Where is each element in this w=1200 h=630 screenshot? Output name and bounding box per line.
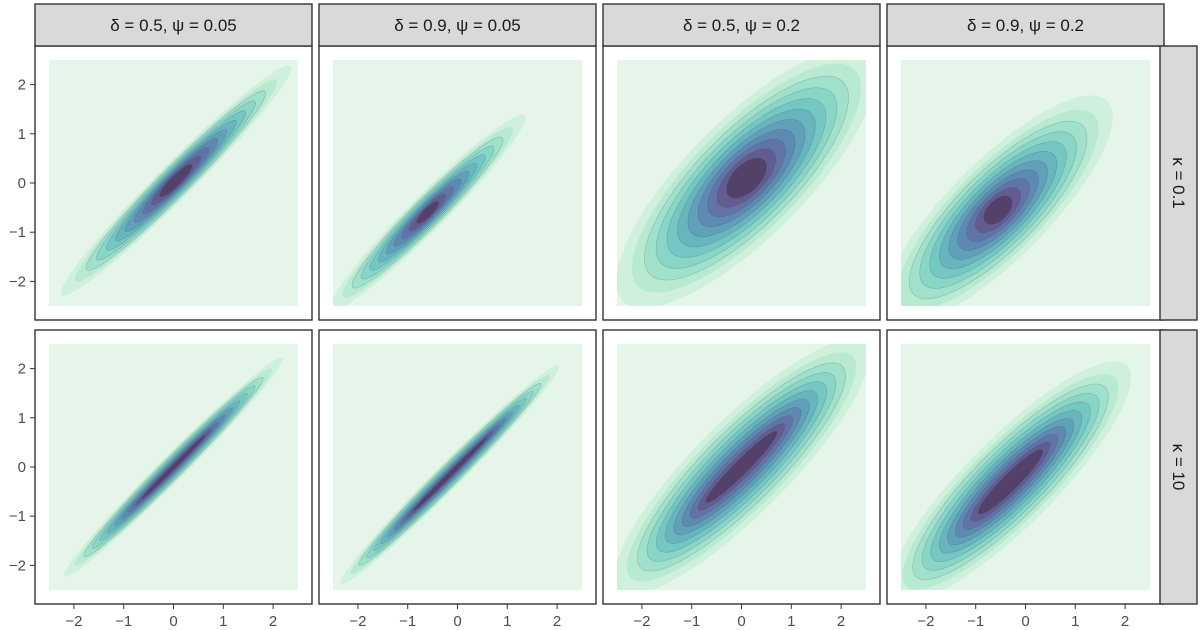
x-tick-label: 2 bbox=[837, 613, 845, 630]
axes-layer: −2 −1 0 1 2 −2 −1 0 1 2 −2 −1 0 1 2 −2 −1 0 1 2 −2 −1 0 1 2 −2 −1 0… bbox=[9, 77, 1129, 630]
y-tick-label: 2 bbox=[18, 77, 26, 94]
x-tick-label: 1 bbox=[787, 613, 795, 630]
x-tick-label: 1 bbox=[1071, 613, 1079, 630]
x-tick-label: −1 bbox=[399, 613, 416, 630]
x-tick-label: −1 bbox=[115, 613, 132, 630]
col-strip-0: δ = 0.5, ψ = 0.05 bbox=[34, 3, 313, 47]
row-strip-1: κ = 10 bbox=[1159, 329, 1198, 605]
facet-panel-r1-c0 bbox=[34, 329, 313, 605]
y-tick-label: 1 bbox=[18, 410, 26, 427]
y-tick-label: −2 bbox=[9, 273, 26, 290]
y-tick-label: 2 bbox=[18, 361, 26, 378]
contour-level-10 bbox=[983, 195, 1013, 225]
contour-bands bbox=[617, 344, 866, 590]
facet-panel-r1-c3 bbox=[886, 329, 1165, 605]
x-tick-label: 1 bbox=[503, 613, 511, 630]
strip-background bbox=[318, 3, 597, 47]
x-tick-label: 0 bbox=[737, 613, 745, 630]
col-strip-2: δ = 0.5, ψ = 0.2 bbox=[602, 3, 881, 47]
contour-bands bbox=[901, 95, 1113, 306]
x-tick-label: 0 bbox=[1021, 613, 1029, 630]
panels-layer bbox=[34, 45, 1165, 605]
facet-panel-r0-c0 bbox=[34, 45, 313, 321]
contour-bands bbox=[617, 60, 866, 306]
strip-background bbox=[34, 3, 313, 47]
col-strip-label: δ = 0.5, ψ = 0.05 bbox=[110, 16, 237, 35]
x-tick-label: −1 bbox=[683, 613, 700, 630]
row-strip-0: κ = 0.1 bbox=[1159, 45, 1198, 321]
contour-level-10 bbox=[159, 164, 193, 198]
contour-bands bbox=[340, 364, 560, 584]
x-tick-label: 1 bbox=[219, 613, 227, 630]
col-strip-3: δ = 0.9, ψ = 0.2 bbox=[886, 3, 1165, 47]
x-tick-label: 2 bbox=[269, 613, 277, 630]
x-tick-label: −2 bbox=[349, 613, 366, 630]
x-tick-label: −2 bbox=[917, 613, 934, 630]
x-tick-label: −2 bbox=[65, 613, 82, 630]
contour-level-10 bbox=[978, 449, 1044, 515]
col-strip-label: δ = 0.9, ψ = 0.2 bbox=[967, 16, 1084, 35]
y-tick-label: −1 bbox=[9, 508, 26, 525]
contour-level-10 bbox=[726, 157, 767, 199]
y-tick-label: 1 bbox=[18, 126, 26, 143]
facet-panel-r1-c2 bbox=[602, 329, 881, 605]
contour-bands bbox=[333, 114, 526, 306]
facet-panel-r1-c1 bbox=[318, 329, 597, 605]
y-tick-label: −2 bbox=[9, 557, 26, 574]
facet-panel-r0-c2 bbox=[602, 45, 881, 321]
facet-panel-r0-c1 bbox=[318, 45, 597, 321]
col-strip-label: δ = 0.9, ψ = 0.05 bbox=[394, 16, 521, 35]
contour-bands bbox=[63, 357, 284, 577]
y-tick-label: −1 bbox=[9, 224, 26, 241]
contour-bands bbox=[901, 361, 1131, 590]
strip-background bbox=[886, 3, 1165, 47]
contour-level-10 bbox=[705, 431, 778, 503]
y-tick-label: 0 bbox=[18, 459, 26, 476]
strip-background bbox=[1159, 45, 1198, 321]
x-tick-label: 0 bbox=[169, 613, 177, 630]
col-strip-label: δ = 0.5, ψ = 0.2 bbox=[683, 16, 800, 35]
row-strip-label: κ = 0.1 bbox=[1169, 157, 1188, 209]
row-strip-label: κ = 10 bbox=[1169, 444, 1188, 491]
x-tick-label: −1 bbox=[967, 613, 984, 630]
x-tick-label: −2 bbox=[633, 613, 650, 630]
contour-level-10 bbox=[412, 437, 488, 512]
x-tick-label: 2 bbox=[1121, 613, 1129, 630]
contour-level-10 bbox=[141, 434, 206, 500]
strip-background bbox=[602, 3, 881, 47]
facet-panel-r0-c3 bbox=[886, 45, 1165, 321]
x-tick-label: 0 bbox=[453, 613, 461, 630]
contour-level-10 bbox=[416, 201, 439, 224]
col-strip-1: δ = 0.9, ψ = 0.05 bbox=[318, 3, 597, 47]
strips-layer: δ = 0.5, ψ = 0.05 δ = 0.9, ψ = 0.05 δ = 0.… bbox=[34, 3, 1198, 605]
strip-background bbox=[1159, 329, 1198, 605]
contour-bands bbox=[60, 65, 292, 296]
y-tick-label: 0 bbox=[18, 175, 26, 192]
x-tick-label: 2 bbox=[553, 613, 561, 630]
